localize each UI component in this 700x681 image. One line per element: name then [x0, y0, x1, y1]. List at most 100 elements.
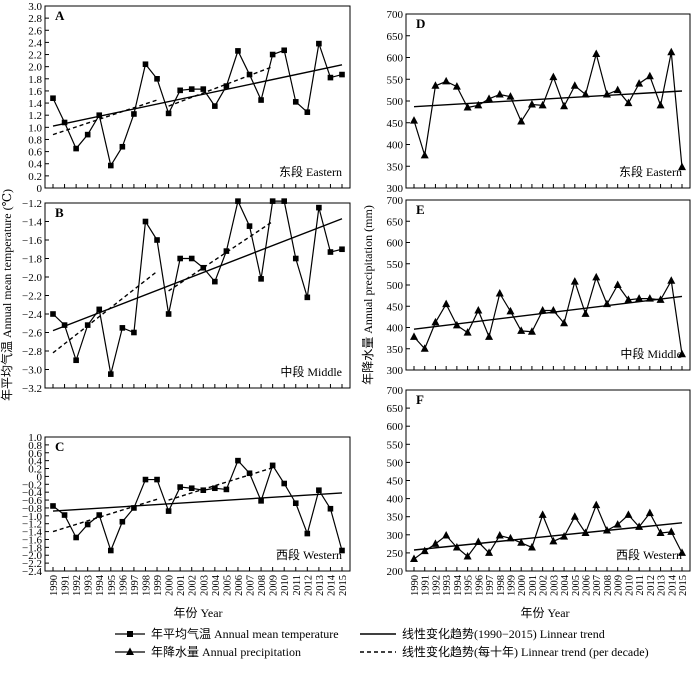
y-tick-label: 700: [387, 385, 404, 397]
data-point: [463, 328, 472, 336]
data-point: [452, 320, 461, 329]
data-point: [61, 119, 68, 126]
decade-trend-line: [52, 99, 158, 136]
data-point: [50, 311, 56, 317]
y-tick-label: 0.2: [28, 171, 42, 183]
data-point: [474, 100, 483, 109]
data-point: [495, 531, 504, 539]
y-tick-label: 0.4: [28, 456, 42, 468]
data-point: [410, 116, 418, 124]
y-tick-label: 400: [387, 494, 404, 506]
data-point: [678, 548, 686, 556]
series-line: [52, 43, 343, 168]
panel-e: 300 350 400 450 500 550 600 650 700 E 中段 Middle: [387, 195, 691, 377]
data-point: [613, 520, 622, 528]
x-tick-label: 1996: [118, 575, 129, 596]
x-tick-label: 1999: [153, 575, 164, 596]
data-point: [560, 101, 569, 110]
x-tick-label: 1992: [431, 575, 442, 596]
data-point: [292, 255, 299, 262]
y-tick-label: −1.6: [22, 534, 42, 546]
data-point: [119, 518, 126, 525]
data-point: [452, 542, 461, 551]
data-point: [339, 246, 345, 253]
x-tick-label: 2009: [614, 575, 625, 596]
x-tick-label: 2003: [199, 575, 210, 596]
chart-panels: 00.20.40.60.81.01.21.41.61.82.02.22.42.6…: [22, 1, 691, 596]
legend-label-precipitation: 年降水量 Annual precipitation: [151, 645, 301, 659]
data-point: [269, 462, 276, 469]
y-tick-label: 500: [387, 96, 404, 108]
data-point: [188, 485, 195, 492]
data-point: [485, 332, 494, 340]
y-tick-label: 450: [387, 301, 404, 313]
data-point: [200, 487, 207, 494]
data-point: [327, 505, 334, 512]
right-x-axis-title: 年份 Year: [520, 606, 569, 620]
y-tick-label: 1.0: [28, 122, 42, 134]
y-tick-label: 0.6: [28, 147, 42, 159]
x-tick-label: 2015: [338, 575, 349, 596]
data-point: [581, 309, 590, 317]
data-point: [281, 198, 287, 204]
data-point: [527, 327, 536, 335]
data-point: [142, 61, 149, 68]
x-tick-label: 2008: [603, 575, 614, 596]
data-point: [108, 371, 114, 377]
data-point: [327, 249, 334, 255]
y-tick-label: 1.6: [28, 86, 42, 98]
data-point: [463, 552, 472, 560]
y-tick-label: 550: [387, 259, 404, 271]
x-tick-label: 2001: [528, 575, 539, 596]
legend: 年平均气温 Annual mean temperature 年降水量 Annua…: [115, 626, 649, 659]
x-tick-label: 1997: [485, 575, 496, 596]
y-tick-label: −3.2: [22, 383, 42, 395]
x-tick-label: 2013: [657, 575, 668, 596]
y-tick-label: −2.4: [22, 309, 42, 321]
data-point: [223, 83, 230, 89]
y-tick-label: −1.2: [22, 519, 42, 531]
y-tick-label: 350: [387, 161, 404, 173]
x-tick-label: 2010: [624, 575, 635, 596]
data-point: [602, 299, 611, 308]
y-tick-label: 550: [387, 74, 404, 86]
x-tick-label: 1998: [141, 575, 152, 596]
data-point: [517, 538, 526, 546]
region-label: 东段 Eastern: [619, 164, 682, 179]
legend-item-temperature: 年平均气温 Annual mean temperature: [115, 626, 339, 641]
x-tick-label: 1991: [421, 575, 432, 596]
data-point: [154, 76, 160, 82]
y-tick-label: 250: [387, 548, 404, 560]
data-point: [108, 547, 114, 554]
y-tick-label: 600: [387, 53, 404, 65]
data-point: [61, 322, 68, 328]
x-tick-label: 2004: [211, 574, 222, 596]
data-point: [177, 484, 183, 490]
y-tick-label: 700: [387, 9, 404, 21]
x-tick-label: 1996: [474, 575, 485, 596]
data-point: [635, 522, 644, 530]
data-point: [645, 71, 654, 80]
y-tick-label: −2.2: [22, 558, 42, 570]
x-tick-label: 1994: [453, 574, 464, 596]
y-tick-label: 600: [387, 421, 404, 433]
data-point: [656, 528, 665, 536]
data-point: [506, 533, 515, 542]
data-point: [223, 486, 230, 493]
y-tick-label: 2.2: [28, 50, 42, 62]
data-point: [235, 457, 241, 464]
y-tick-label: 400: [387, 323, 404, 335]
x-tick-label: 2011: [292, 575, 303, 596]
data-point: [678, 349, 686, 358]
decade-trend-line: [168, 66, 273, 107]
data-point: [165, 311, 172, 317]
data-point: [96, 112, 103, 118]
data-point: [635, 79, 644, 87]
right-y-axis-title: 年降水量 Annual precipitation (mm): [361, 205, 375, 385]
data-point: [327, 74, 334, 81]
data-point: [304, 109, 311, 115]
y-tick-label: 0.8: [28, 440, 42, 452]
y-tick-label: 300: [387, 183, 404, 195]
data-point: [442, 531, 451, 539]
data-point: [246, 223, 253, 229]
